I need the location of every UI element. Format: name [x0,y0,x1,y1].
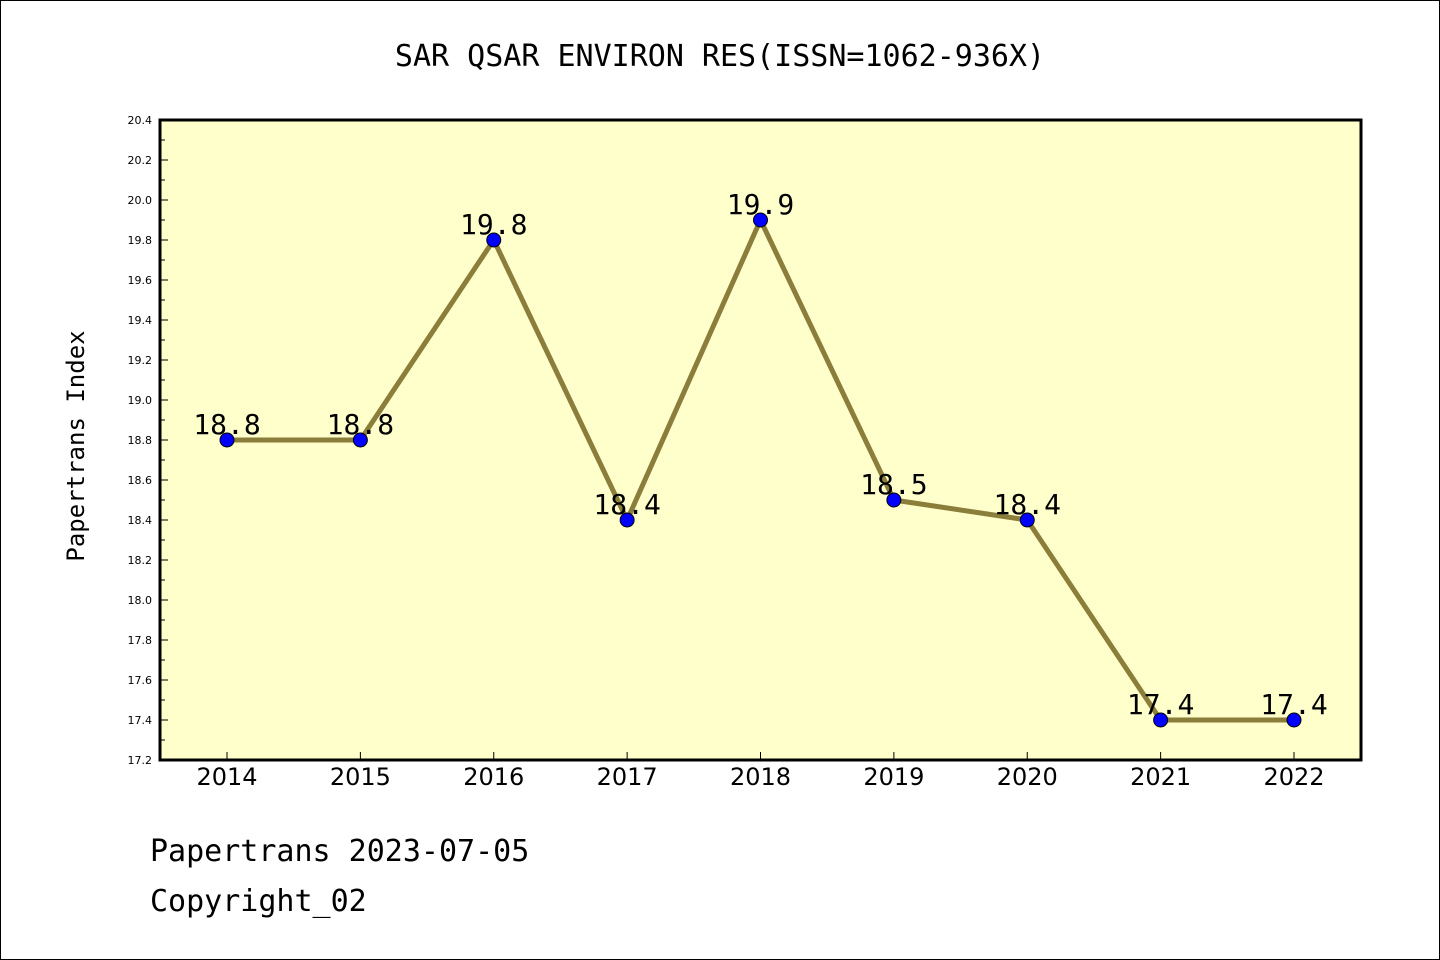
data-point-marker [886,492,902,508]
y-tick-label: 19.0 [128,394,153,407]
data-point-marker [352,432,368,448]
y-tick-label: 18.6 [128,474,153,487]
y-tick-label: 17.8 [128,634,153,647]
x-tick-label: 2016 [463,763,524,791]
data-point-marker [619,512,635,528]
x-tick-label: 2020 [997,763,1058,791]
x-axis: 2014 2015 2016 2017 2018 2019 2020 2021 2022 [196,752,1325,791]
y-axis-label: Papertrans Index [62,330,90,561]
data-point-label: 18.8 [327,408,394,441]
data-point-label: 18.4 [593,488,660,521]
y-tick-label: 18.2 [128,554,153,567]
y-tick-label: 17.4 [128,714,153,727]
y-tick-label: 19.4 [128,314,153,327]
x-tick-label: 2015 [330,763,391,791]
data-point-marker [219,432,235,448]
x-tick-label: 2014 [196,763,257,791]
y-tick-label: 19.6 [128,274,153,287]
x-tick-label: 2019 [863,763,924,791]
y-tick-label: 18.0 [128,594,153,607]
data-point-label: 18.8 [193,408,260,441]
data-point-label: 17.4 [1260,688,1327,721]
y-tick-label: 20.2 [128,154,153,167]
series-line-group: 18.8 18.8 19.8 18.4 19.9 18.5 18.4 17.4 17.4 [193,188,1328,728]
x-tick-label: 2017 [597,763,658,791]
footer-copyright-text: Copyright_02 [150,884,367,919]
y-tick-label: 20.4 [128,114,153,127]
data-point-label: 19.8 [460,208,527,241]
x-tick-label: 2018 [730,763,791,791]
data-point-label: 18.4 [994,488,1061,521]
chart-title: SAR QSAR ENVIRON RES(ISSN=1062-936X) [395,39,1045,74]
data-point-marker [1286,712,1302,728]
y-tick-label: 17.2 [128,754,153,767]
data-point-marker [486,232,502,248]
footer-date-text: Papertrans 2023-07-05 [150,834,530,869]
data-point-marker [1019,512,1035,528]
y-tick-label: 17.6 [128,674,153,687]
y-tick-label: 19.8 [128,234,153,247]
y-tick-label: 18.8 [128,434,153,447]
x-tick-label: 2021 [1130,763,1191,791]
y-tick-label: 19.2 [128,354,153,367]
y-tick-label: 20.0 [128,194,153,207]
y-tick-label: 18.4 [128,514,153,527]
data-point-label: 19.9 [727,188,794,221]
data-point-label: 17.4 [1127,688,1194,721]
data-point-marker [1153,712,1169,728]
y-axis: 17.2 17.4 17.6 17.8 18.0 18.2 18.4 18.6 18.8 19.0… [128,114,168,767]
data-point-marker [753,212,768,228]
x-tick-label: 2022 [1263,763,1324,791]
data-point-label: 18.5 [860,468,927,501]
